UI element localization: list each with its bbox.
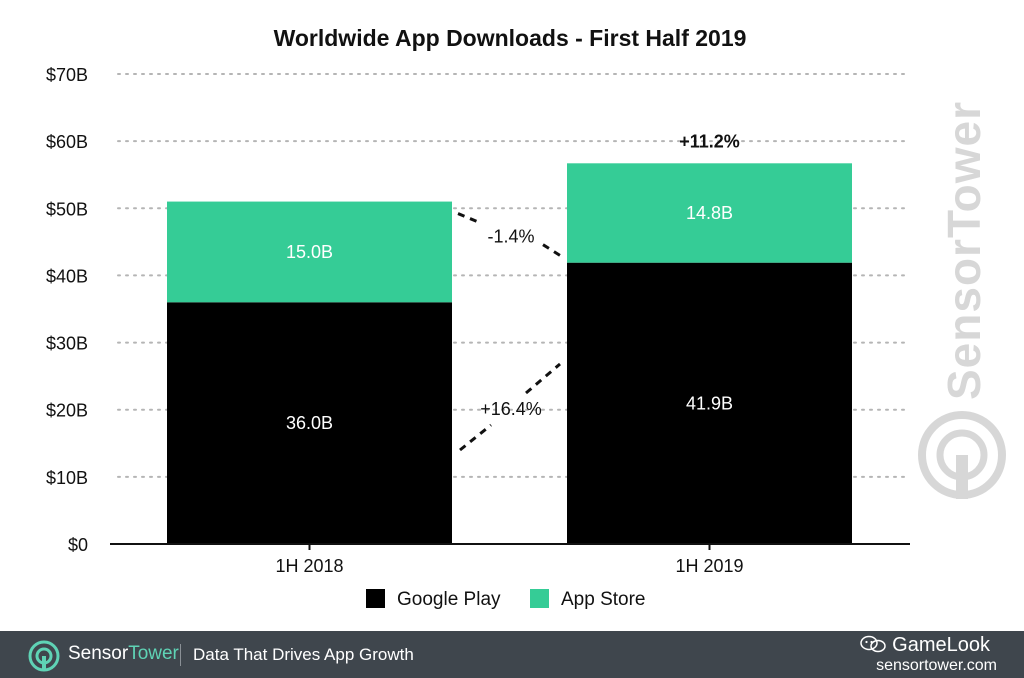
y-tick-label: $10B	[46, 468, 88, 488]
sensortower-watermark-logo	[918, 411, 1006, 499]
y-tick-label: $70B	[46, 65, 88, 85]
y-tick-label: $40B	[46, 266, 88, 286]
x-axis: 1H 2018 1H 2019	[110, 543, 910, 576]
bar-google-play	[567, 262, 852, 544]
bar-app-store	[567, 163, 852, 263]
footer-tagline: Data That Drives App Growth	[193, 645, 414, 664]
bar-label-app-store: 15.0B	[286, 242, 333, 262]
google-play-change-connector	[459, 423, 492, 452]
chart-title: Worldwide App Downloads - First Half 201…	[274, 25, 747, 51]
bar-label-app-store: 14.8B	[686, 203, 733, 223]
bars: 36.0B 15.0B 41.9B 14.8B	[167, 163, 852, 544]
watermark-text: SensorTower	[938, 101, 990, 400]
app-store-change-label: -1.4%	[487, 227, 534, 247]
google-play-change-label: +16.4%	[480, 399, 542, 419]
footer-brand-sensor: Sensor	[68, 643, 129, 664]
footer: SensorTower Data That Drives App Growth …	[0, 631, 1024, 678]
y-tick-label: $20B	[46, 401, 88, 421]
y-tick-label: $30B	[46, 334, 88, 354]
wechat-icon	[860, 635, 886, 653]
gamelook-text: GameLook	[892, 634, 990, 656]
y-tick-label: $60B	[46, 132, 88, 152]
annotations: -1.4% +16.4% +11.2%	[457, 131, 740, 452]
y-tick-label: $0	[68, 535, 88, 555]
app-store-change-connector	[542, 243, 563, 258]
legend-swatch-google-play	[366, 589, 385, 608]
y-axis: $0 $10B $20B $30B $40B $50B $60B $70B	[46, 65, 88, 555]
x-tick-label: 1H 2019	[675, 556, 743, 576]
chart: Worldwide App Downloads - First Half 201…	[46, 25, 1006, 610]
legend-swatch-app-store	[530, 589, 549, 608]
bar-app-store	[167, 201, 452, 303]
total-change-label: +11.2%	[679, 131, 740, 151]
sensortower-logo-icon	[28, 640, 60, 672]
bar-google-play	[167, 302, 452, 544]
footer-divider	[180, 644, 181, 666]
watermark: SensorTower	[918, 101, 1006, 499]
app-store-change-connector	[457, 212, 483, 225]
x-tick-label: 1H 2018	[275, 556, 343, 576]
footer-brand-tower: Tower	[128, 643, 179, 664]
bar-label-google-play: 41.9B	[686, 393, 733, 413]
legend-label-app-store: App Store	[561, 589, 646, 610]
footer-url: sensortower.com	[876, 657, 997, 674]
footer-brand: SensorTower	[68, 643, 179, 665]
legend-label-google-play: Google Play	[397, 589, 501, 610]
bar-label-google-play: 36.0B	[286, 413, 333, 433]
y-tick-label: $50B	[46, 199, 88, 219]
legend: Google Play App Store	[366, 589, 646, 610]
gamelook-label: GameLook	[860, 634, 990, 657]
google-play-change-connector	[525, 362, 561, 395]
